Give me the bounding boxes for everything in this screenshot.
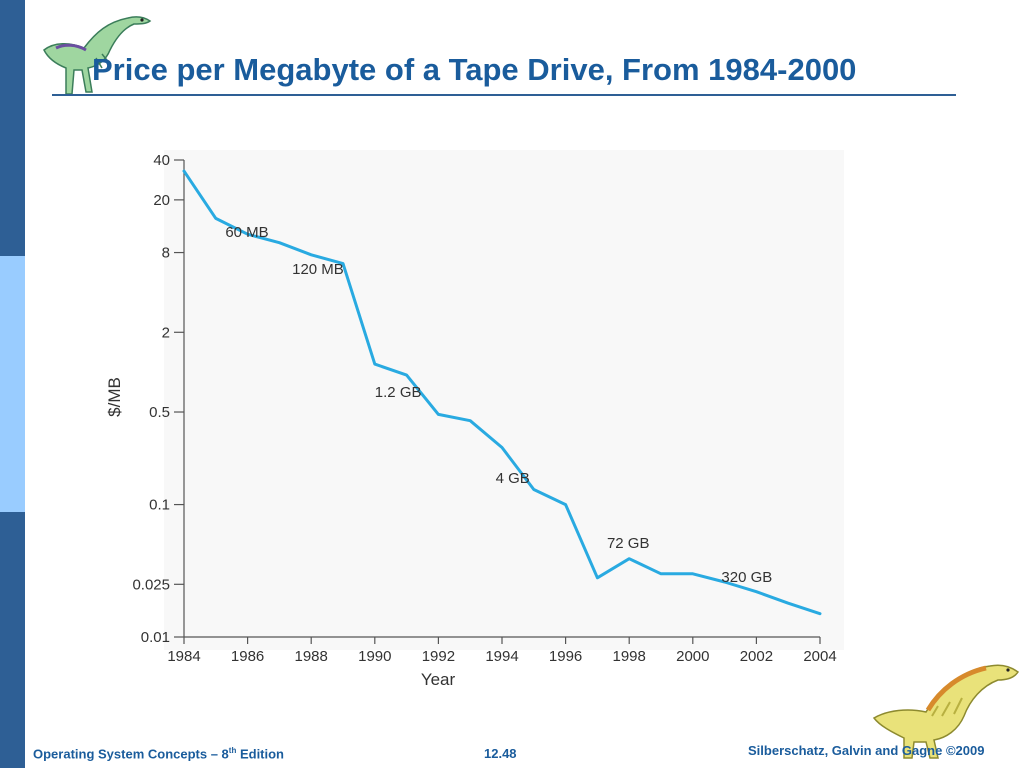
y-tick-label: 2 xyxy=(162,324,170,341)
footer-copyright: Silberschatz, Galvin and Gagne ©2009 xyxy=(748,743,985,758)
x-tick-label: 1996 xyxy=(549,648,582,665)
y-axis-label: $/MB xyxy=(105,377,124,417)
data-point xyxy=(437,413,440,416)
data-point xyxy=(532,488,535,491)
x-tick-label: 2004 xyxy=(803,648,836,665)
x-tick-label: 1998 xyxy=(613,648,646,665)
data-point xyxy=(469,419,472,422)
x-tick-label: 1988 xyxy=(295,648,328,665)
data-point xyxy=(182,169,186,173)
x-tick-label: 1990 xyxy=(358,648,391,665)
capacity-annotation: 60 MB xyxy=(225,224,268,241)
slide-title: Price per Megabyte of a Tape Drive, From… xyxy=(92,52,857,87)
footer-course-title: Operating System Concepts – 8th Edition xyxy=(33,746,285,762)
data-point xyxy=(405,373,408,377)
data-point xyxy=(278,241,281,244)
capacity-annotation: 120 MB xyxy=(292,261,344,278)
data-point xyxy=(246,233,249,236)
data-point xyxy=(628,557,631,560)
data-point xyxy=(691,572,694,576)
sidebar-dark-bottom xyxy=(0,512,25,768)
y-tick-label: 0.5 xyxy=(149,404,170,421)
y-tick-label: 20 xyxy=(153,192,170,209)
data-point xyxy=(310,253,313,256)
data-point xyxy=(500,446,504,449)
x-tick-label: 2000 xyxy=(676,648,709,665)
sidebar-light-middle xyxy=(0,256,25,512)
y-tick-label: 0.1 xyxy=(149,497,170,514)
y-tick-label: 0.025 xyxy=(132,576,170,593)
x-axis-label: Year xyxy=(421,670,456,689)
data-point xyxy=(341,262,345,265)
y-tick-label: 8 xyxy=(162,245,170,262)
slide-number: 12.48 xyxy=(484,746,517,761)
data-point xyxy=(755,590,758,593)
x-tick-label: 1986 xyxy=(231,648,264,665)
sidebar-dark-top xyxy=(0,0,25,256)
dinosaur-icon-top xyxy=(43,16,152,95)
title-underline xyxy=(52,94,956,96)
y-tick-label: 40 xyxy=(153,152,170,169)
capacity-annotation: 1.2 GB xyxy=(375,384,422,401)
x-tick-label: 1992 xyxy=(422,648,455,665)
x-axis-ticks: 1984 1986 1988 1990 1992 1994 1996 1998 2000 2002… xyxy=(167,637,837,665)
data-point xyxy=(596,576,599,579)
data-point xyxy=(564,503,567,506)
capacity-annotation: 4 GB xyxy=(496,470,530,487)
x-tick-label: 1994 xyxy=(485,648,518,665)
x-tick-label: 2002 xyxy=(740,648,773,665)
y-tick-label: 0.01 xyxy=(141,629,170,646)
plot-area xyxy=(182,169,822,616)
y-axis-ticks: 40 20 8 2 0.5 0.1 0.025 0.01 xyxy=(132,152,184,646)
data-point xyxy=(787,601,790,605)
x-tick-label: 1984 xyxy=(167,648,200,665)
chart-annotations: 60 MB 120 MB 1.2 GB 4 GB 72 GB 320 GB xyxy=(225,224,772,586)
data-point xyxy=(214,217,217,220)
data-point xyxy=(818,612,822,615)
plot-background xyxy=(164,150,844,650)
data-point xyxy=(659,572,663,576)
dinosaur-icon-bottom xyxy=(872,664,1020,759)
data-point xyxy=(723,580,726,584)
capacity-annotation: 72 GB xyxy=(607,535,650,552)
data-point xyxy=(373,362,376,366)
capacity-annotation: 320 GB xyxy=(721,569,772,586)
chart-axes xyxy=(164,150,844,650)
